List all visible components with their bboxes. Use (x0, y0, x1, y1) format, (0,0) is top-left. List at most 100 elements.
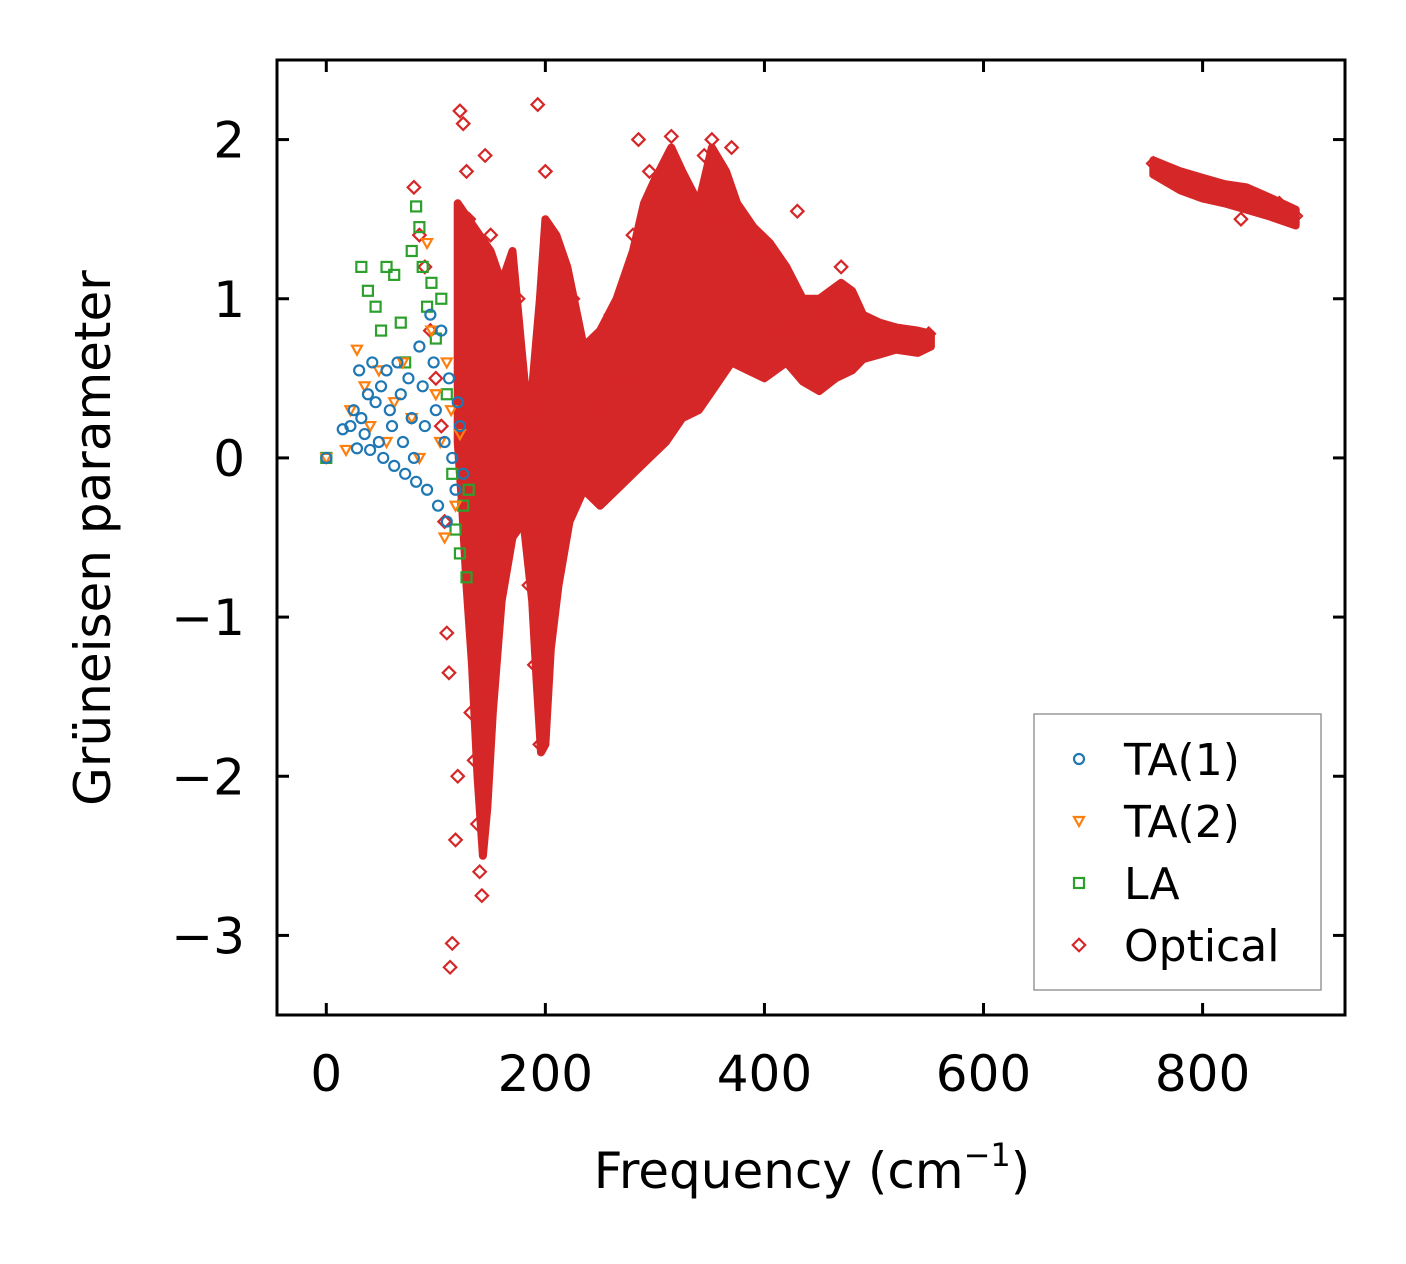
data-point (471, 863, 488, 880)
legend: TA(1) TA(2) LA Optical (1033, 713, 1322, 991)
data-point (391, 356, 404, 369)
y-axis-title: Grüneisen parameter (64, 270, 122, 806)
data-point (474, 887, 490, 904)
y-tick-label: −3 (171, 907, 245, 965)
data-point (529, 96, 546, 113)
optical-band-main (453, 143, 935, 860)
data-point (453, 547, 467, 560)
data-point (446, 451, 459, 465)
x-tick-label: 200 (498, 1045, 593, 1103)
data-point (440, 515, 453, 528)
data-point (347, 404, 360, 417)
legend-item-optical: Optical (1071, 921, 1279, 972)
data-point (909, 338, 926, 355)
data-point (355, 412, 368, 425)
series-la (320, 200, 475, 584)
plot-frame (275, 58, 1347, 1017)
x-axis-title: Frequency (cm−1) (594, 1136, 1031, 1200)
data-point (463, 704, 479, 721)
data-point (800, 338, 817, 355)
data-point (603, 306, 619, 323)
data-point (855, 322, 871, 339)
y-tick-label: −2 (171, 748, 245, 806)
data-point (361, 388, 375, 401)
data-point (581, 481, 597, 498)
data-point (350, 442, 364, 455)
data-points (319, 96, 1304, 976)
data-point (449, 483, 462, 496)
data-point (510, 290, 526, 307)
data-point (630, 131, 647, 148)
data-point (413, 221, 426, 234)
data-point (407, 451, 421, 465)
data-point (543, 259, 559, 275)
data-point (920, 325, 937, 342)
data-point (833, 259, 849, 275)
data-point (625, 227, 641, 243)
data-point (350, 344, 364, 357)
data-point (344, 419, 357, 433)
axes: 0 200 400 600 800 −3 −2 −1 0 1 2 (171, 58, 1347, 1103)
data-point (442, 959, 458, 976)
data-point (383, 404, 396, 417)
data-point (435, 324, 448, 337)
data-point (363, 420, 377, 434)
data-point (712, 211, 729, 227)
data-point (428, 389, 443, 402)
data-point (745, 290, 762, 307)
data-point (462, 483, 475, 496)
data-point (663, 128, 680, 145)
data-point (441, 664, 457, 681)
data-point (723, 139, 740, 156)
data-point (778, 322, 795, 339)
data-point (405, 244, 418, 258)
data-point (416, 260, 429, 274)
data-point (449, 768, 466, 785)
data-point (460, 211, 477, 227)
legend-marker (1072, 815, 1086, 829)
data-point (406, 179, 422, 196)
data-point (1205, 179, 1222, 196)
data-point (374, 324, 388, 337)
data-point (439, 357, 454, 370)
data-point (452, 103, 468, 119)
data-point (364, 443, 377, 457)
data-point (866, 330, 882, 347)
data-point (388, 268, 401, 281)
data-point (1227, 182, 1244, 199)
data-point (1233, 211, 1249, 227)
data-point (469, 816, 486, 832)
data-point (548, 354, 565, 371)
data-point (685, 243, 702, 259)
data-point (405, 412, 418, 425)
data-point (451, 396, 464, 409)
data-point (888, 322, 904, 339)
data-point (499, 529, 515, 546)
data-point (396, 435, 410, 449)
legend-item-ta-1-: TA(1) (1072, 735, 1240, 786)
data-point (515, 418, 532, 434)
data-point (466, 752, 482, 769)
legend-label: TA(1) (1123, 735, 1240, 786)
data-point (532, 736, 548, 753)
data-point (734, 227, 751, 243)
data-point (1249, 187, 1266, 204)
data-point (641, 163, 658, 180)
data-point (704, 131, 720, 148)
data-point (553, 450, 570, 466)
data-point (482, 227, 499, 243)
data-point (402, 372, 415, 385)
data-point (413, 340, 426, 353)
data-point (418, 419, 431, 433)
data-point (412, 452, 427, 466)
data-point (877, 338, 893, 355)
y-tick-label: 0 (213, 430, 245, 488)
data-point (437, 532, 452, 545)
legend-item-ta-2-: TA(2) (1072, 797, 1240, 848)
data-point (366, 356, 379, 369)
data-point (444, 935, 461, 952)
legend-label: LA (1124, 859, 1180, 910)
data-point (899, 330, 915, 347)
series-ta-1- (320, 308, 470, 528)
